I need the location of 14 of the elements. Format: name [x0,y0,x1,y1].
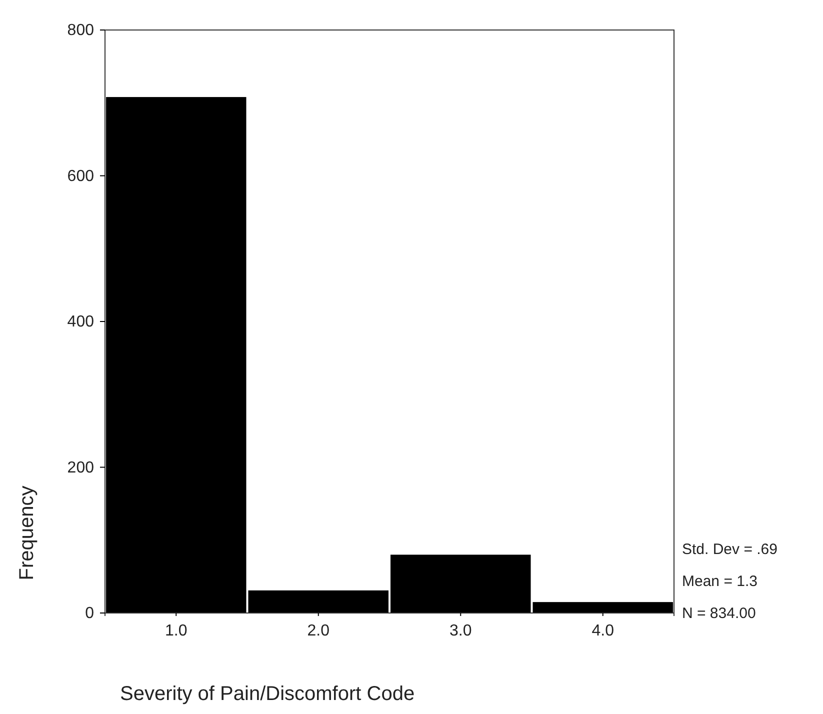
x-axis-title: Severity of Pain/Discomfort Code [120,683,415,705]
y-tick-label: 600 [67,168,94,185]
y-tick-label: 800 [67,22,94,40]
text: N = 834.00 [682,605,756,622]
x-tick-label: 1.0 [165,622,188,640]
text: Std. Dev = .69 [682,541,778,558]
y-tick-label: 400 [67,314,94,331]
x-tick-label: 4.0 [592,622,614,640]
y-tick-label: 0 [85,605,94,622]
y-axis-title: Frequency [16,486,38,580]
text: Mean = 1.3 [682,573,758,590]
x-tick-label: 2.0 [307,622,330,640]
y-tick-label: 200 [67,459,94,476]
x-tick-label: 3.0 [450,622,472,640]
